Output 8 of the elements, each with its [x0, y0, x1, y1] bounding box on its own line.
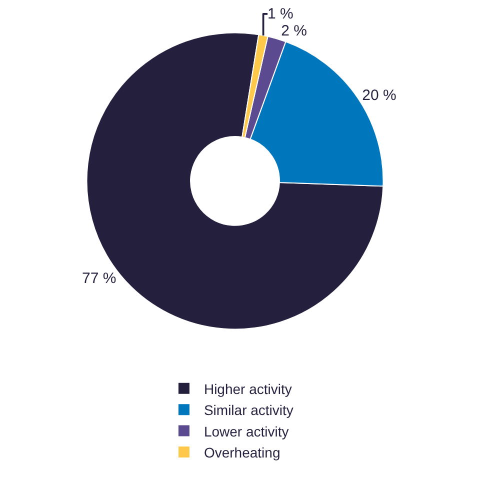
data-label: 2 %	[281, 22, 307, 40]
data-label: 1 %	[268, 5, 294, 22]
legend-label: Higher activity	[204, 380, 292, 397]
legend-label: Similar activity	[204, 402, 294, 418]
data-label: 20 %	[362, 86, 396, 104]
legend-label: Lower activity	[204, 423, 289, 440]
legend-label: Overheating	[204, 444, 280, 460]
data-label: 77 %	[82, 270, 116, 287]
